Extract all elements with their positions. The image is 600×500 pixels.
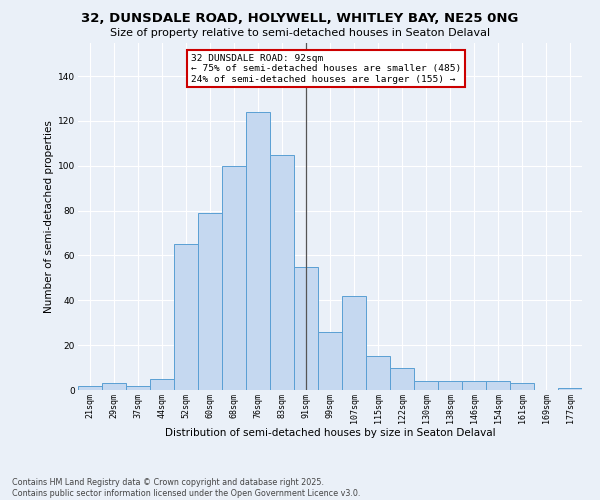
Bar	[174, 244, 198, 390]
Bar	[318, 332, 342, 390]
Bar	[486, 381, 510, 390]
Bar	[198, 213, 222, 390]
Bar	[390, 368, 414, 390]
Bar	[102, 384, 126, 390]
Bar	[222, 166, 246, 390]
Bar	[462, 381, 486, 390]
Text: 32, DUNSDALE ROAD, HOLYWELL, WHITLEY BAY, NE25 0NG: 32, DUNSDALE ROAD, HOLYWELL, WHITLEY BAY…	[82, 12, 518, 26]
Y-axis label: Number of semi-detached properties: Number of semi-detached properties	[44, 120, 54, 312]
Bar	[414, 381, 438, 390]
Text: 32 DUNSDALE ROAD: 92sqm
← 75% of semi-detached houses are smaller (485)
24% of s: 32 DUNSDALE ROAD: 92sqm ← 75% of semi-de…	[191, 54, 461, 84]
Bar	[270, 154, 294, 390]
Bar	[558, 388, 582, 390]
Bar	[150, 379, 174, 390]
Bar	[246, 112, 270, 390]
Bar	[294, 266, 318, 390]
Bar	[510, 384, 534, 390]
Bar	[366, 356, 390, 390]
Bar	[438, 381, 462, 390]
Bar	[342, 296, 366, 390]
X-axis label: Distribution of semi-detached houses by size in Seaton Delaval: Distribution of semi-detached houses by …	[164, 428, 496, 438]
Bar	[78, 386, 102, 390]
Text: Contains HM Land Registry data © Crown copyright and database right 2025.
Contai: Contains HM Land Registry data © Crown c…	[12, 478, 361, 498]
Text: Size of property relative to semi-detached houses in Seaton Delaval: Size of property relative to semi-detach…	[110, 28, 490, 38]
Bar	[126, 386, 150, 390]
